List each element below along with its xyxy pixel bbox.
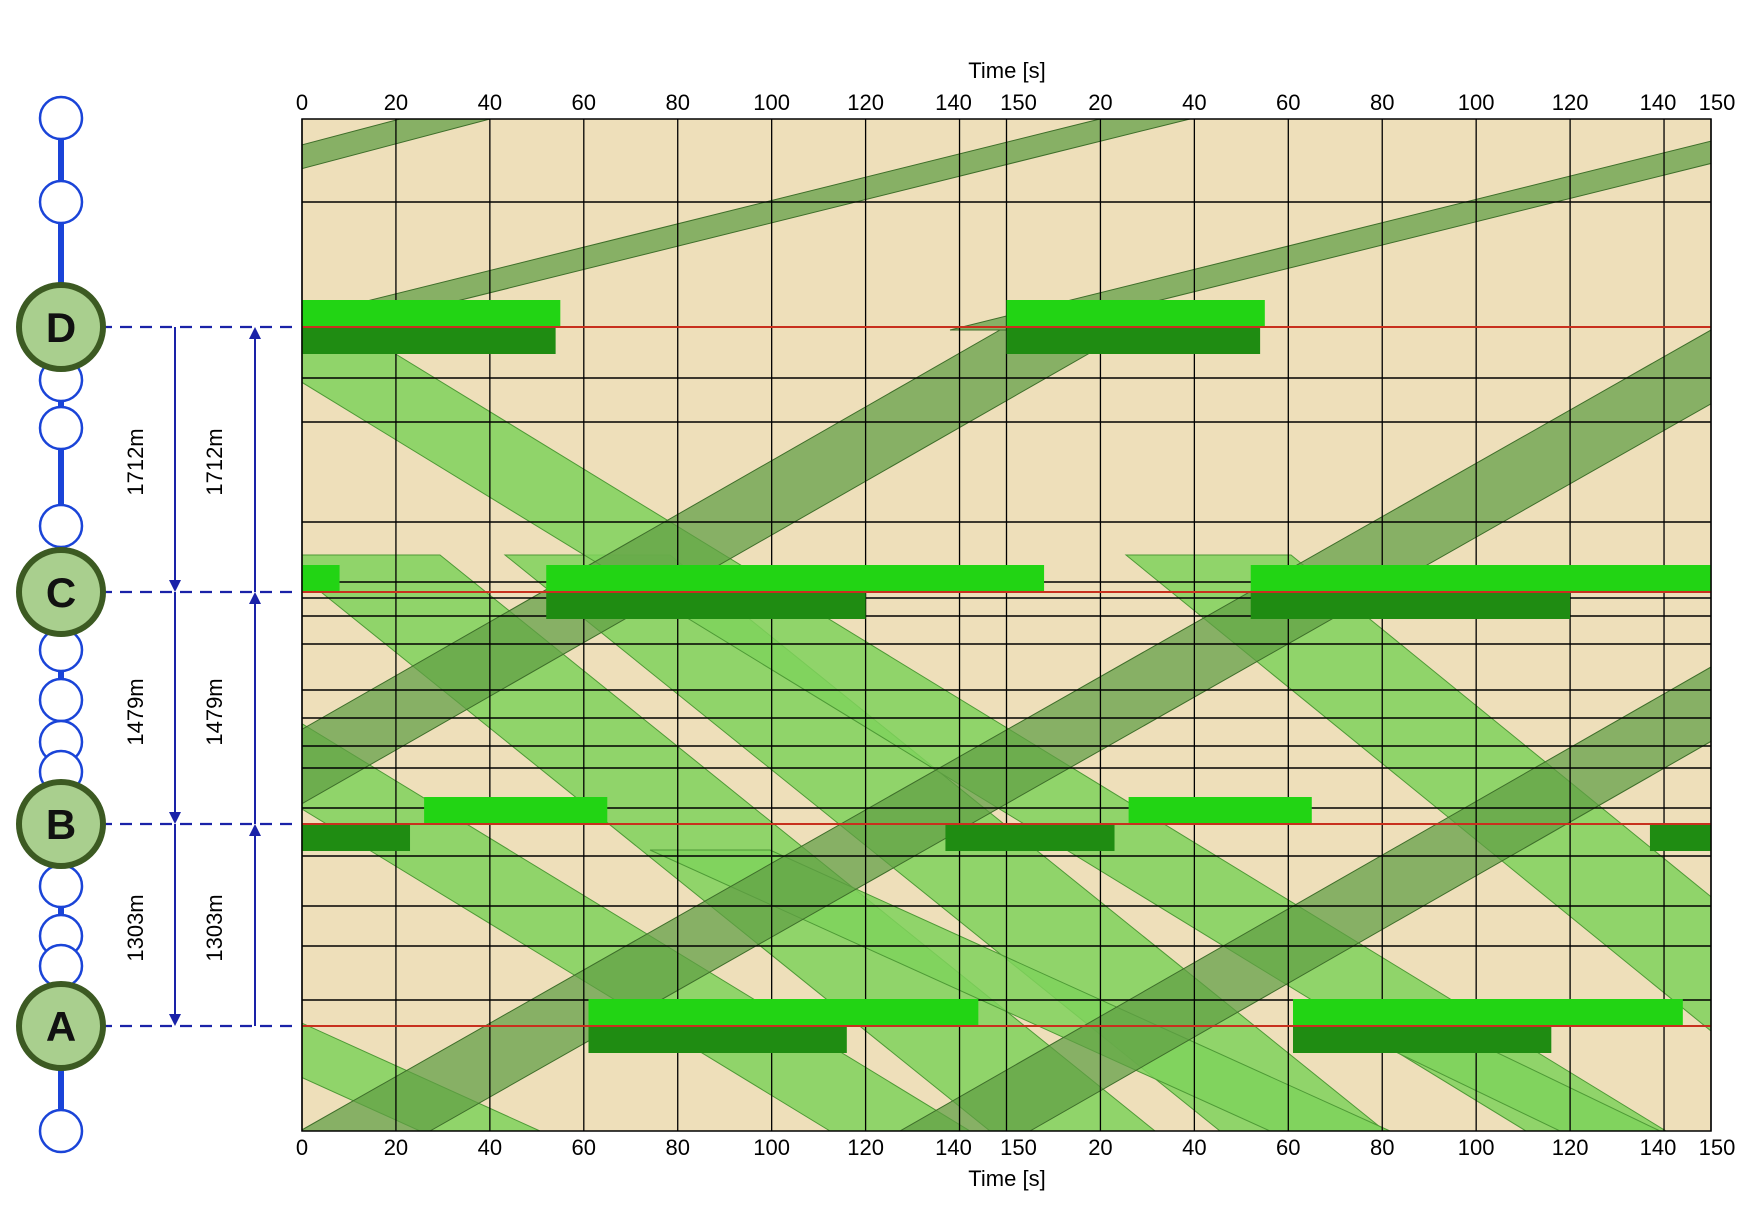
green-split-b-upper: [1128, 797, 1312, 824]
x-tick-label-top: 150: [1000, 90, 1037, 115]
green-split-a-upper: [1292, 999, 1683, 1026]
x-tick-label-top: 80: [665, 90, 689, 115]
intersection-label-b: B: [46, 801, 76, 848]
x-tick-label-bottom: 140: [1640, 1135, 1677, 1160]
x-tick-label-bottom: 80: [665, 1135, 689, 1160]
distance-arrows: [169, 327, 261, 1026]
minor-node: [38, 503, 84, 549]
intersection-label-d: D: [46, 304, 76, 351]
x-tick-label-bottom: 150: [1699, 1135, 1736, 1160]
x-tick-label-top: 60: [1276, 90, 1300, 115]
intersection-marker-b: [16, 779, 106, 869]
minor-node: [38, 95, 84, 141]
x-tick-label-bottom: 100: [1458, 1135, 1495, 1160]
minor-node: [38, 1108, 84, 1154]
minor-node: [38, 943, 84, 989]
intersection-label-c: C: [46, 569, 76, 616]
green-split-c-lower: [546, 592, 866, 619]
intersection-marker-d: [16, 282, 106, 372]
intersection-marker-c: [16, 547, 106, 637]
x-tick-label-bottom: 80: [1370, 1135, 1394, 1160]
x-tick-label-bottom: 20: [1088, 1135, 1112, 1160]
green-split-d-upper: [302, 300, 561, 327]
x-tick-label-bottom: 100: [753, 1135, 790, 1160]
x-axis-title-top: Time [s]: [968, 58, 1045, 83]
x-tick-label-bottom: 60: [572, 1135, 596, 1160]
plot-border: [301, 118, 1712, 1132]
progression-band-dark: [898, 666, 1711, 1131]
minor-node: [38, 179, 84, 225]
green-split-b-lower: [945, 824, 1115, 851]
x-tick-label-top: 120: [1552, 90, 1589, 115]
intersection-label-a: A: [46, 1003, 76, 1050]
x-tick-label-top: 40: [1182, 90, 1206, 115]
reference-dashes: [100, 325, 298, 1028]
x-tick-label-top: 100: [1458, 90, 1495, 115]
spacing-label-right-ba: 1303m: [202, 894, 227, 961]
progression-band-light: [1124, 554, 1711, 1032]
x-tick-label-top: 20: [1088, 90, 1112, 115]
spacing-label-left-dc: 1712m: [123, 428, 148, 495]
green-split-b-lower: [302, 824, 411, 851]
spacing-label-left-ba: 1303m: [123, 894, 148, 961]
x-tick-label-bottom: 40: [478, 1135, 502, 1160]
x-tick-label-top: 140: [935, 90, 972, 115]
green-split-a-lower: [1292, 1026, 1552, 1053]
green-split-d-lower: [1006, 327, 1261, 354]
minor-node: [38, 677, 84, 723]
x-tick-labels-bottom: 0 20 40 60 80 100 120 140 150 20 40 60 80 100 120 140 15…: [296, 1135, 1735, 1160]
green-split-c-upper: [1250, 565, 1711, 592]
minor-node: [38, 863, 84, 909]
x-tick-label-bottom: 0: [296, 1135, 308, 1160]
x-axis-title-bottom: Time [s]: [968, 1166, 1045, 1191]
green-splits: [302, 300, 1711, 1053]
green-split-c-upper: [302, 565, 340, 592]
x-tick-label-top: 140: [1640, 90, 1677, 115]
x-tick-label-bottom: 120: [1552, 1135, 1589, 1160]
x-tick-label-top: 150: [1699, 90, 1736, 115]
intersection-marker-a: [16, 981, 106, 1071]
spacing-label-right-cb: 1479m: [202, 678, 227, 745]
x-tick-label-top: 20: [384, 90, 408, 115]
x-tick-label-top: 80: [1370, 90, 1394, 115]
x-tick-label-top: 60: [572, 90, 596, 115]
green-split-c-lower: [1250, 592, 1571, 619]
x-tick-label-top: 40: [478, 90, 502, 115]
x-tick-label-top: 100: [753, 90, 790, 115]
green-split-a-upper: [588, 999, 979, 1026]
green-split-d-lower: [302, 327, 556, 354]
intersection-markers: D C B A: [16, 282, 106, 1071]
x-tick-label-bottom: 140: [935, 1135, 972, 1160]
green-split-a-lower: [588, 1026, 847, 1053]
x-tick-label-bottom: 40: [1182, 1135, 1206, 1160]
x-tick-label-bottom: 150: [1000, 1135, 1037, 1160]
x-tick-labels-top: 0 20 40 60 80 100 120 140 150 20 40 60 80 100 120 140 15…: [296, 90, 1735, 115]
green-split-d-upper: [1006, 300, 1265, 327]
x-tick-label-bottom: 20: [384, 1135, 408, 1160]
x-tick-label-bottom: 60: [1276, 1135, 1300, 1160]
x-tick-label-top: 120: [847, 90, 884, 115]
x-tick-label-bottom: 120: [847, 1135, 884, 1160]
green-split-c-upper: [546, 565, 1045, 592]
green-split-b-upper: [424, 797, 608, 824]
green-split-b-lower: [1649, 824, 1711, 851]
x-tick-label-top: 0: [296, 90, 308, 115]
spacing-label-left-cb: 1479m: [123, 678, 148, 745]
minor-node: [38, 405, 84, 451]
stop-lines: [302, 326, 1711, 1027]
spacing-label-right-dc: 1712m: [202, 428, 227, 495]
